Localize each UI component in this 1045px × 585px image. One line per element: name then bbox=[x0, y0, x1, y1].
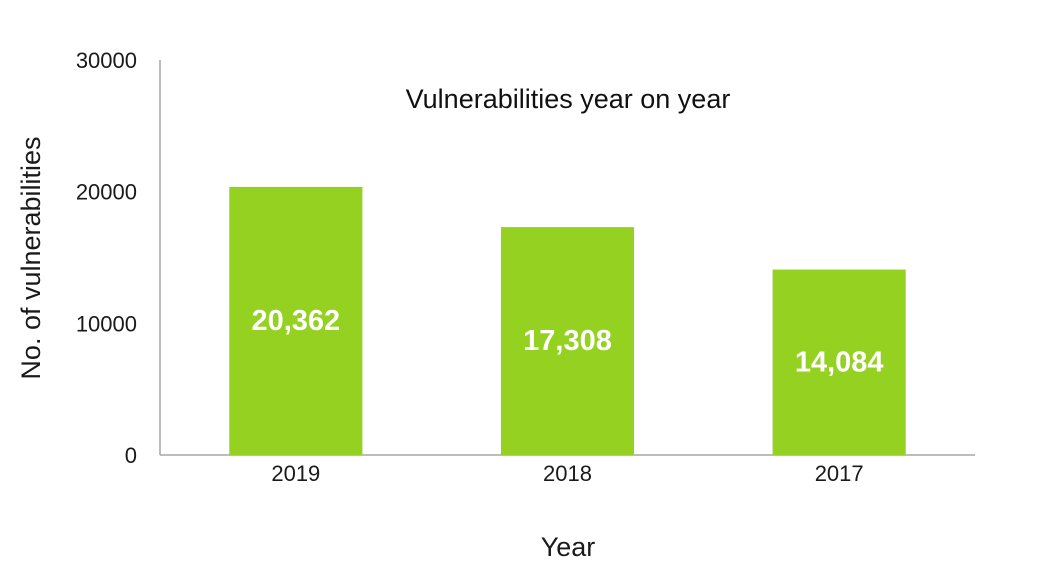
x-axis-ticks: 2019 2018 2017 bbox=[271, 461, 863, 486]
y-tick-label: 10000 bbox=[76, 311, 137, 336]
bar-2019 bbox=[229, 186, 363, 455]
x-axis-title: Year bbox=[541, 532, 596, 562]
y-axis-ticks: 0 10000 20000 30000 bbox=[76, 48, 137, 468]
data-label-2017: 14,084 bbox=[795, 346, 884, 378]
y-tick-label: 30000 bbox=[76, 48, 137, 73]
x-tick-label: 2017 bbox=[815, 461, 864, 486]
bars: 20,362 17,308 14,084 bbox=[229, 186, 906, 455]
data-label-2018: 17,308 bbox=[523, 325, 612, 357]
chart-title: Vulnerabilities year on year bbox=[406, 84, 731, 114]
y-tick-label: 0 bbox=[125, 443, 137, 468]
y-tick-label: 20000 bbox=[76, 180, 137, 205]
x-tick-label: 2018 bbox=[543, 461, 592, 486]
y-axis-title: No. of vulnerabilities bbox=[16, 136, 46, 379]
bar-2017 bbox=[772, 269, 906, 455]
bar-2018 bbox=[500, 227, 635, 455]
x-tick-label: 2019 bbox=[271, 461, 320, 486]
data-label-2019: 20,362 bbox=[251, 305, 340, 337]
